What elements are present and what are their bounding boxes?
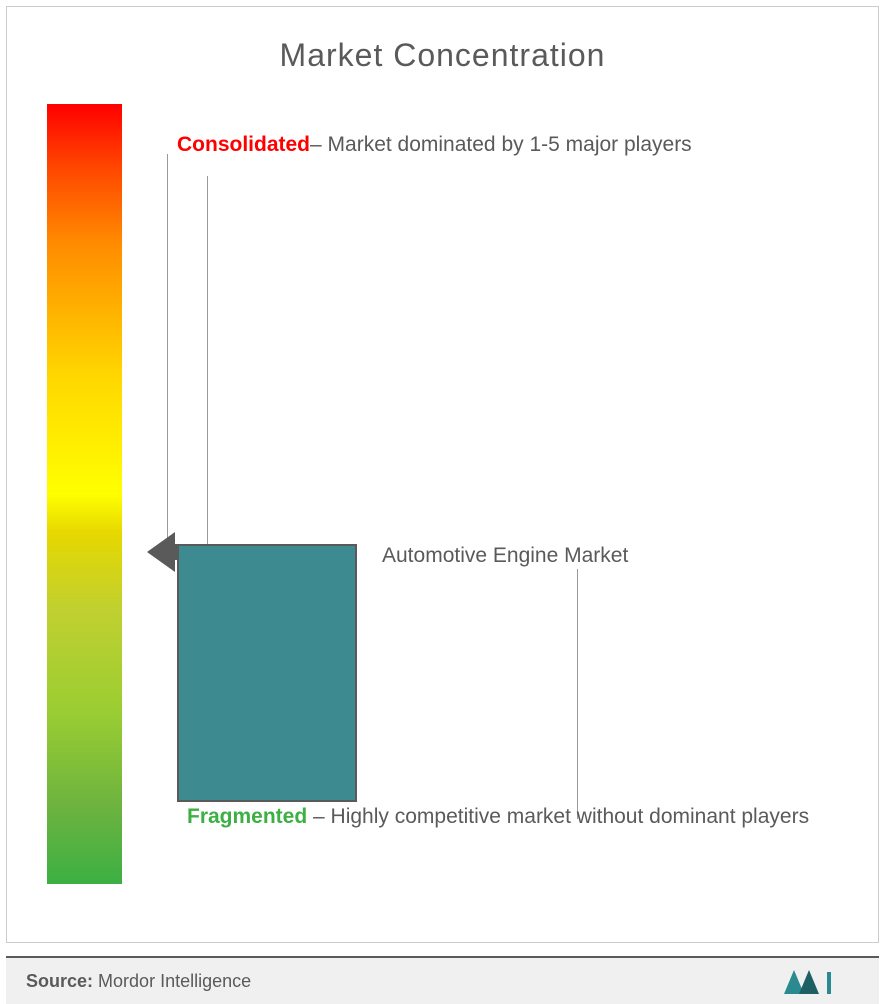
fragmented-label: Fragmented xyxy=(187,805,307,828)
market-position-box xyxy=(177,544,357,802)
chart-title: Market Concentration xyxy=(47,37,838,74)
chart-container: Market Concentration Consolidated– Marke… xyxy=(0,0,885,1004)
connector-line xyxy=(577,569,578,819)
arrow-head-icon xyxy=(147,532,175,572)
chart-border: Market Concentration Consolidated– Marke… xyxy=(6,6,879,943)
source-name: Mordor Intelligence xyxy=(98,971,251,991)
chart-footer: Source: Mordor Intelligence xyxy=(6,956,879,1004)
mordor-logo-icon xyxy=(779,962,859,1000)
content-area: Consolidated– Market dominated by 1-5 ma… xyxy=(47,104,838,884)
connector-line xyxy=(167,154,168,549)
consolidated-text: Consolidated– Market dominated by 1-5 ma… xyxy=(177,122,857,168)
concentration-gradient-bar xyxy=(47,104,122,884)
fragmented-text: Fragmented – Highly competitive market w… xyxy=(187,794,867,840)
fragmented-description: – Highly competitive market without domi… xyxy=(307,805,809,828)
market-name-label: Automotive Engine Market xyxy=(382,544,628,568)
source-text: Source: Mordor Intelligence xyxy=(26,971,251,992)
consolidated-label: Consolidated xyxy=(177,133,310,156)
connector-line xyxy=(207,176,208,546)
consolidated-description: – Market dominated by 1-5 major players xyxy=(310,133,692,156)
source-label: Source: xyxy=(26,971,93,991)
